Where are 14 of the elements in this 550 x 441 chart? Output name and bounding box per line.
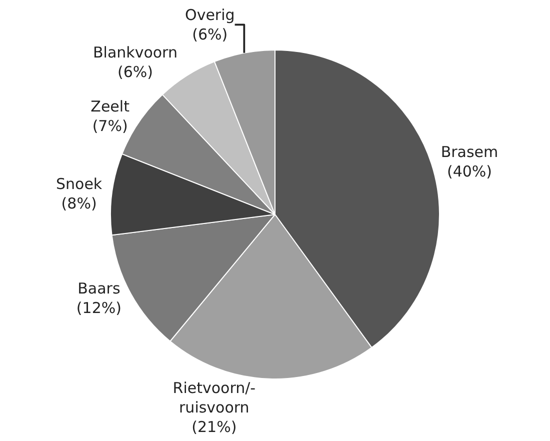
data-label: (40%) <box>446 162 492 181</box>
data-label: (7%) <box>92 116 128 135</box>
slice-label: Overig <box>185 6 235 24</box>
slice-label: Blankvoorn <box>92 43 178 62</box>
data-label: (12%) <box>76 298 122 317</box>
slice-label: Brasem <box>440 143 498 162</box>
slice-label: Baars <box>78 279 120 298</box>
slice-label: Zeelt <box>90 97 130 116</box>
data-label: (6%) <box>192 25 228 44</box>
slice-label: Rietvoorn/- ruisvoorn <box>172 378 256 416</box>
data-label: (21%) <box>192 418 237 436</box>
slice-label: Snoek <box>56 174 102 193</box>
data-label: (6%) <box>117 62 153 81</box>
data-label: (8%) <box>61 194 97 212</box>
